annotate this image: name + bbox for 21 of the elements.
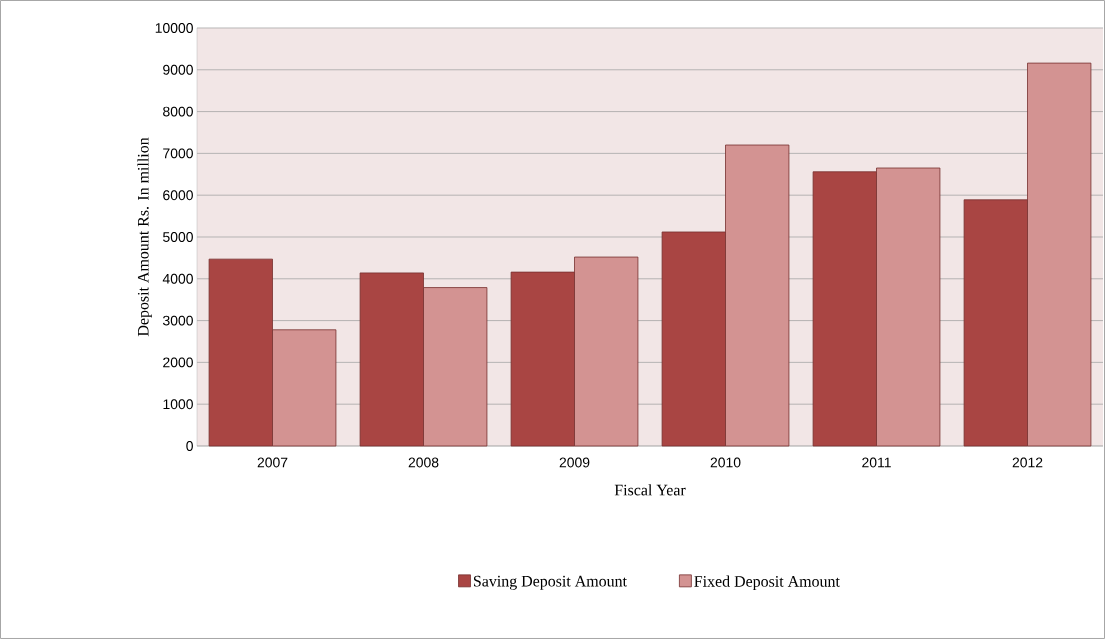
x-tick-label: 2011 <box>862 457 891 468</box>
y-tick-label: 1000 <box>163 399 193 410</box>
y-tick-label: 4000 <box>162 273 193 284</box>
y-tick-label: 7000 <box>163 148 193 159</box>
x-tick-label: 2012 <box>1012 457 1043 468</box>
y-tick-label: 3000 <box>162 315 193 326</box>
legend-label: Fixed Deposit Amount <box>694 575 840 591</box>
y-tick-label: 10000 <box>155 23 193 33</box>
y-tick-label: 2000 <box>163 357 193 368</box>
x-tick-label: 2009 <box>559 457 590 468</box>
x-tick-label: 2010 <box>710 457 741 468</box>
y-tick-label: 0 <box>186 441 193 451</box>
legend-label: Saving Deposit Amount <box>473 575 627 590</box>
y-axis-title: Deposit Amount Rs. In million <box>137 137 152 337</box>
x-tick-label: 2008 <box>408 457 439 468</box>
x-axis-title: Fiscal Year <box>614 484 686 496</box>
y-tick-label: 8000 <box>163 106 193 117</box>
x-tick-label: 2007 <box>257 457 288 468</box>
y-tick-label: 9000 <box>163 64 193 75</box>
y-tick-label: 6000 <box>163 190 193 201</box>
y-tick-label: 5000 <box>163 232 193 242</box>
